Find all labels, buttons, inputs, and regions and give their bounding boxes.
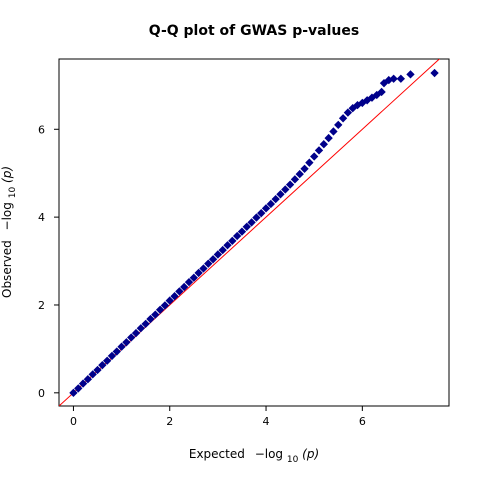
data-point [175, 287, 184, 296]
x-tick-label: 2 [166, 415, 173, 428]
x-tick-label: 4 [263, 415, 270, 428]
data-point [406, 70, 415, 79]
data-point [98, 360, 107, 370]
x-axis-label-arg: (p) [302, 447, 319, 461]
data-point [199, 264, 208, 273]
data-point [338, 114, 348, 123]
data-point [389, 74, 398, 83]
data-point [261, 204, 271, 213]
data-point [314, 146, 324, 155]
data-point [379, 78, 389, 88]
y-axis-label: Observed −log 10 (p) [0, 166, 18, 298]
data-point [69, 388, 78, 397]
data-point [372, 90, 381, 100]
data-point [189, 273, 198, 282]
data-point [396, 74, 406, 83]
x-axis-label-sub: 10 [287, 455, 299, 465]
data-point [276, 190, 285, 199]
data-point [136, 324, 146, 333]
x-axis-label-prefix: Expected [189, 447, 245, 461]
data-point [74, 384, 83, 393]
data-point [295, 169, 304, 179]
data-point [170, 292, 179, 301]
data-point [310, 152, 319, 161]
data-point [155, 305, 165, 314]
data-point [257, 209, 266, 218]
data-point [237, 227, 247, 236]
x-axis-label: Expected −log 10 (p) [189, 447, 319, 465]
data-point [117, 342, 126, 351]
data-point [146, 314, 155, 324]
data-point [266, 199, 276, 209]
data-point [141, 319, 150, 329]
data-point [329, 127, 338, 136]
data-point [319, 140, 328, 149]
data-point [271, 194, 280, 204]
data-point [430, 68, 439, 78]
data-point [184, 277, 194, 287]
data-point [102, 356, 112, 365]
data-point [122, 338, 131, 347]
x-tick-label: 0 [70, 415, 77, 428]
y-axis-label-prefix: Observed [0, 240, 14, 298]
data-point [83, 375, 93, 384]
data-point [160, 301, 170, 310]
data-point [348, 104, 357, 113]
data-point [290, 175, 300, 184]
plot-frame [58, 58, 450, 407]
data-point [180, 282, 189, 292]
data-point [232, 231, 242, 241]
data-point [213, 250, 223, 259]
data-point [324, 133, 333, 143]
data-point [242, 222, 251, 231]
data-point [218, 245, 227, 255]
y-axis-label-neglog: −log [0, 202, 14, 230]
data-point [377, 87, 386, 97]
data-point [208, 255, 218, 264]
y-tick-label: 6 [38, 123, 45, 136]
data-point [88, 370, 97, 379]
data-point [343, 108, 353, 117]
data-point [334, 120, 343, 130]
data-point [228, 236, 237, 246]
data-point [194, 268, 203, 278]
y-axis-ticks: 0 2 4 6 [38, 123, 59, 400]
data-point [252, 213, 261, 222]
y-tick-label: 2 [38, 299, 45, 312]
data-point [281, 185, 290, 194]
data-point [131, 328, 141, 338]
x-tick-label: 6 [359, 415, 366, 428]
data-point [78, 379, 88, 388]
y-tick-label: 0 [38, 387, 45, 400]
data-point [247, 218, 256, 227]
data-point [223, 241, 232, 250]
data-point [127, 333, 136, 342]
x-axis-label-neglog: −log [255, 447, 283, 461]
data-point [112, 347, 121, 356]
data-point [300, 164, 309, 173]
y-axis-label-arg: (p) [0, 166, 14, 183]
x-axis-ticks: 0 2 4 6 [70, 406, 366, 428]
data-point [305, 158, 314, 167]
data-point [151, 310, 160, 319]
y-tick-label: 4 [38, 211, 45, 224]
data-point [285, 180, 295, 189]
chart-title: Q-Q plot of GWAS p-values [149, 23, 359, 39]
data-point [165, 296, 174, 305]
data-point [107, 351, 117, 361]
points-layer [69, 68, 439, 397]
y-axis-label-sub: 10 [8, 187, 18, 199]
data-point [93, 365, 102, 375]
data-point [204, 259, 213, 268]
